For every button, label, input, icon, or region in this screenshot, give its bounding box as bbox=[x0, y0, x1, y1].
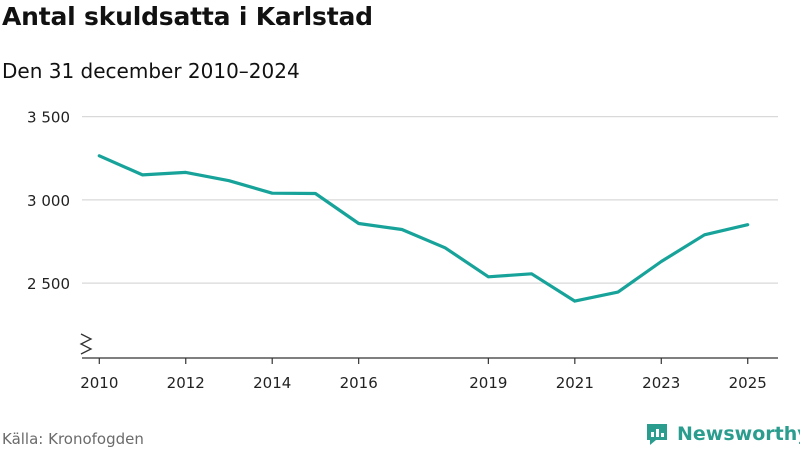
x-tick-label: 2025 bbox=[729, 374, 767, 392]
y-tick-label: 3 000 bbox=[27, 192, 70, 210]
series-layer bbox=[97, 154, 750, 303]
source-note: Källa: Kronofogden bbox=[2, 430, 144, 448]
chart-subtitle: Den 31 december 2010–2024 bbox=[2, 59, 300, 83]
y-tick-label: 3 500 bbox=[27, 109, 70, 127]
x-tick-label: 2014 bbox=[253, 374, 291, 392]
x-tick-label: 2019 bbox=[469, 374, 507, 392]
newsworthy-logo-icon bbox=[647, 424, 667, 445]
x-tick-label: 2021 bbox=[556, 374, 594, 392]
x-axis bbox=[79, 333, 778, 364]
x-tick-label: 2010 bbox=[80, 374, 118, 392]
gridlines bbox=[82, 116, 778, 284]
x-tick-label: 2023 bbox=[642, 374, 680, 392]
brand-name: Newsworthy bbox=[677, 423, 800, 445]
series-line bbox=[97, 154, 750, 303]
chart-title: Antal skuldsatta i Karlstad bbox=[2, 2, 373, 31]
axis-break-icon bbox=[79, 333, 93, 355]
brand-logo[interactable]: Newsworthy bbox=[644, 421, 800, 447]
line-chart: 2 500 3 000 3 500 2010 2012 2014 2016 2019 2021 2… bbox=[27, 109, 778, 392]
x-tick-label: 2016 bbox=[340, 374, 378, 392]
tick-labels: 2 500 3 000 3 500 2010 2012 2014 2016 2019 2021 2… bbox=[27, 109, 767, 392]
x-tick-label: 2012 bbox=[167, 374, 205, 392]
y-tick-label: 2 500 bbox=[27, 275, 70, 293]
